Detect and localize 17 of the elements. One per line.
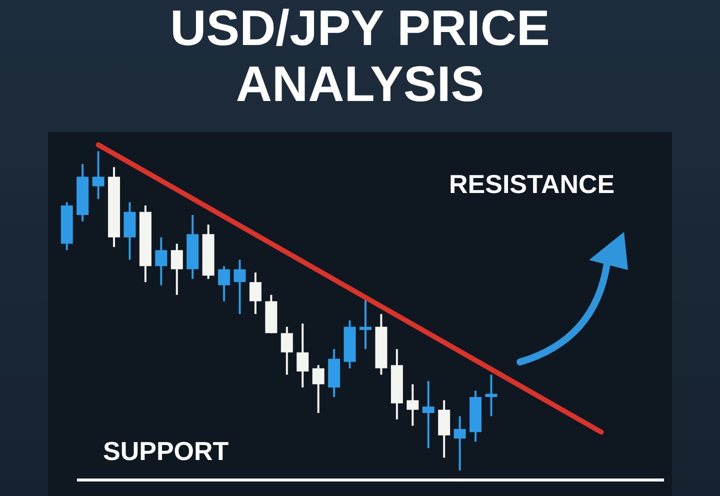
ref-line-label: SUPPORT — [103, 436, 229, 466]
candlestick — [249, 271, 262, 315]
candlestick — [170, 242, 183, 296]
candlestick — [155, 236, 168, 286]
candlestick — [485, 374, 498, 418]
candlestick — [360, 297, 372, 350]
candlestick — [312, 364, 324, 414]
candlestick — [92, 150, 104, 200]
candlestick — [234, 258, 246, 315]
candlestick — [218, 265, 230, 302]
candlestick — [454, 415, 466, 472]
candlestick — [422, 380, 434, 450]
candlestick — [280, 326, 293, 376]
annotation: RESISTANCE — [449, 169, 615, 200]
candlestick — [406, 383, 419, 427]
candlestick — [296, 322, 309, 388]
chart-title: USD/JPY PRICE ANALYSIS — [169, 0, 551, 112]
